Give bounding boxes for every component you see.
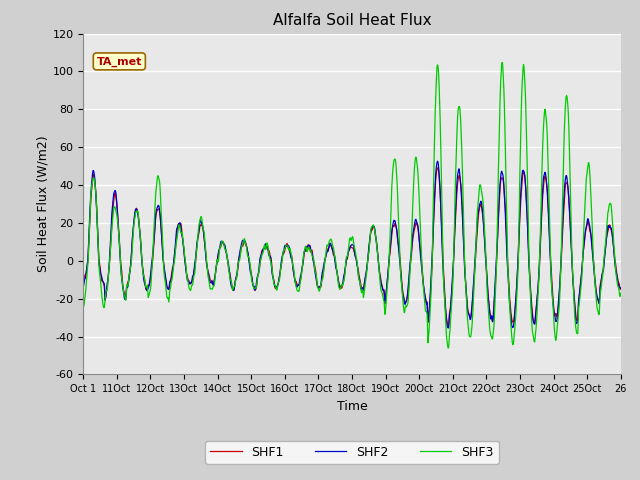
SHF1 xyxy=(444,323,452,329)
SHF3 xyxy=(617,290,625,296)
SHF2 xyxy=(79,284,87,290)
Y-axis label: Soil Heat Flux (W/m2): Soil Heat Flux (W/m2) xyxy=(36,136,49,272)
SHF1 xyxy=(170,260,178,265)
SHF3 xyxy=(260,242,268,248)
Text: TA_met: TA_met xyxy=(97,56,142,67)
SHF1 xyxy=(150,233,158,239)
SHF1 xyxy=(312,274,320,280)
SHF2 xyxy=(362,273,369,278)
SHF2 xyxy=(312,277,320,283)
SHF1 xyxy=(260,245,268,251)
SHF1 xyxy=(617,286,625,291)
Line: SHF2: SHF2 xyxy=(83,161,621,328)
SHF2 xyxy=(373,244,381,250)
SHF2 xyxy=(444,325,452,331)
SHF3 xyxy=(79,304,87,310)
SHF2 xyxy=(617,285,625,291)
Line: SHF1: SHF1 xyxy=(83,168,621,326)
SHF3 xyxy=(373,244,381,250)
SHF2 xyxy=(170,259,178,264)
SHF3 xyxy=(312,273,320,279)
SHF3 xyxy=(444,345,452,351)
Line: SHF3: SHF3 xyxy=(83,62,621,348)
SHF3 xyxy=(170,262,178,268)
SHF1 xyxy=(434,165,442,171)
SHF2 xyxy=(433,158,441,164)
X-axis label: Time: Time xyxy=(337,400,367,413)
Title: Alfalfa Soil Heat Flux: Alfalfa Soil Heat Flux xyxy=(273,13,431,28)
SHF3 xyxy=(498,60,506,65)
SHF1 xyxy=(373,242,381,248)
SHF1 xyxy=(362,275,369,280)
SHF2 xyxy=(150,229,158,235)
SHF2 xyxy=(260,245,268,251)
SHF3 xyxy=(362,277,369,283)
Legend: SHF1, SHF2, SHF3: SHF1, SHF2, SHF3 xyxy=(205,441,499,464)
SHF1 xyxy=(79,276,87,282)
SHF3 xyxy=(150,214,158,220)
